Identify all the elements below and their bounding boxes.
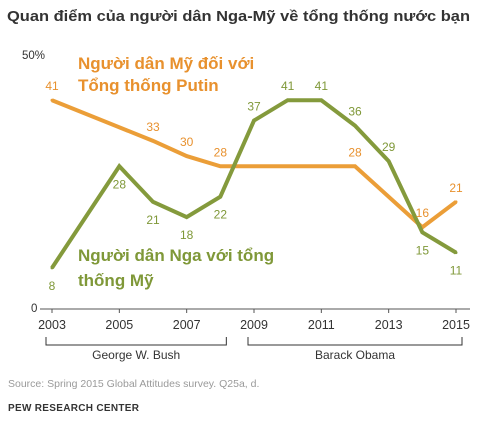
period-label: Barack Obama	[315, 348, 395, 362]
series-line-russia-views-us-president	[50, 98, 458, 269]
data-label: 8	[49, 279, 56, 293]
x-axis-ticks: 2003 2005 2007 2009 2011 2013 2015	[38, 309, 470, 332]
x-tick-label: 2005	[105, 318, 133, 332]
data-label: 16	[416, 206, 430, 220]
x-tick-label: 2007	[173, 318, 201, 332]
data-point	[353, 164, 357, 168]
data-label: 28	[113, 177, 127, 191]
data-label: 30	[180, 135, 194, 149]
series-label-russia-views-us-president-line1: Người dân Nga với tổng	[78, 246, 274, 265]
x-tick-label: 2015	[442, 318, 470, 332]
period-bracket	[45, 337, 227, 346]
data-label: 21	[146, 213, 160, 227]
x-tick-label: 2013	[375, 318, 403, 332]
data-point	[454, 251, 458, 255]
data-point	[117, 164, 121, 168]
data-label: 37	[247, 100, 261, 114]
series-label-us-views-putin-line1: Người dân Mỹ đối với	[78, 54, 254, 73]
period-bracket	[247, 337, 463, 346]
data-point	[218, 164, 222, 168]
data-label: 41	[281, 79, 295, 93]
data-point	[50, 98, 54, 102]
data-point	[286, 98, 290, 102]
presidency-brackets: George W. Bush Barack Obama	[45, 337, 463, 362]
data-point	[387, 159, 391, 163]
data-label: 41	[315, 79, 329, 93]
data-label: 11	[450, 264, 463, 278]
data-point	[420, 230, 424, 234]
y-tick-label-top: 50%	[22, 50, 45, 62]
x-tick-label: 2011	[308, 318, 335, 332]
x-tick-label: 2003	[38, 318, 66, 332]
data-label: 29	[382, 140, 396, 154]
data-point	[218, 195, 222, 199]
data-labels: 41 33 30 28 28 16 21 8 28 21 18 22 37 41 41 36 29 15 11	[45, 79, 463, 293]
data-label: 41	[45, 79, 59, 93]
data-point	[151, 139, 155, 143]
data-point	[252, 119, 256, 123]
x-tick-label: 2009	[240, 318, 268, 332]
period-label: George W. Bush	[92, 348, 180, 362]
data-label: 15	[416, 243, 430, 257]
series-label-russia-views-us-president-line2: thống Mỹ	[78, 271, 154, 290]
data-point	[353, 124, 357, 128]
data-label: 33	[146, 120, 160, 134]
chart-title: Quan điểm của người dân Nga-Mỹ về tổng t…	[7, 8, 470, 25]
series-label-us-views-putin-line2: Tổng thống Putin	[78, 76, 219, 95]
data-point	[151, 200, 155, 204]
data-label: 22	[214, 208, 228, 222]
data-point	[454, 200, 458, 204]
data-label: 18	[180, 228, 194, 242]
data-label: 36	[348, 105, 362, 119]
source-note: Source: Spring 2015 Global Attitudes sur…	[8, 378, 259, 390]
data-point	[185, 215, 189, 219]
series-lines	[50, 98, 458, 270]
y-tick-label-bottom: 0	[31, 303, 37, 315]
pew-research-center-brand: PEW RESEARCH CENTER	[8, 403, 140, 414]
data-label: 28	[214, 145, 228, 159]
data-point	[50, 266, 54, 270]
data-label: 21	[449, 181, 463, 195]
data-point	[319, 98, 323, 102]
data-label: 28	[348, 145, 362, 159]
data-point	[185, 154, 189, 158]
